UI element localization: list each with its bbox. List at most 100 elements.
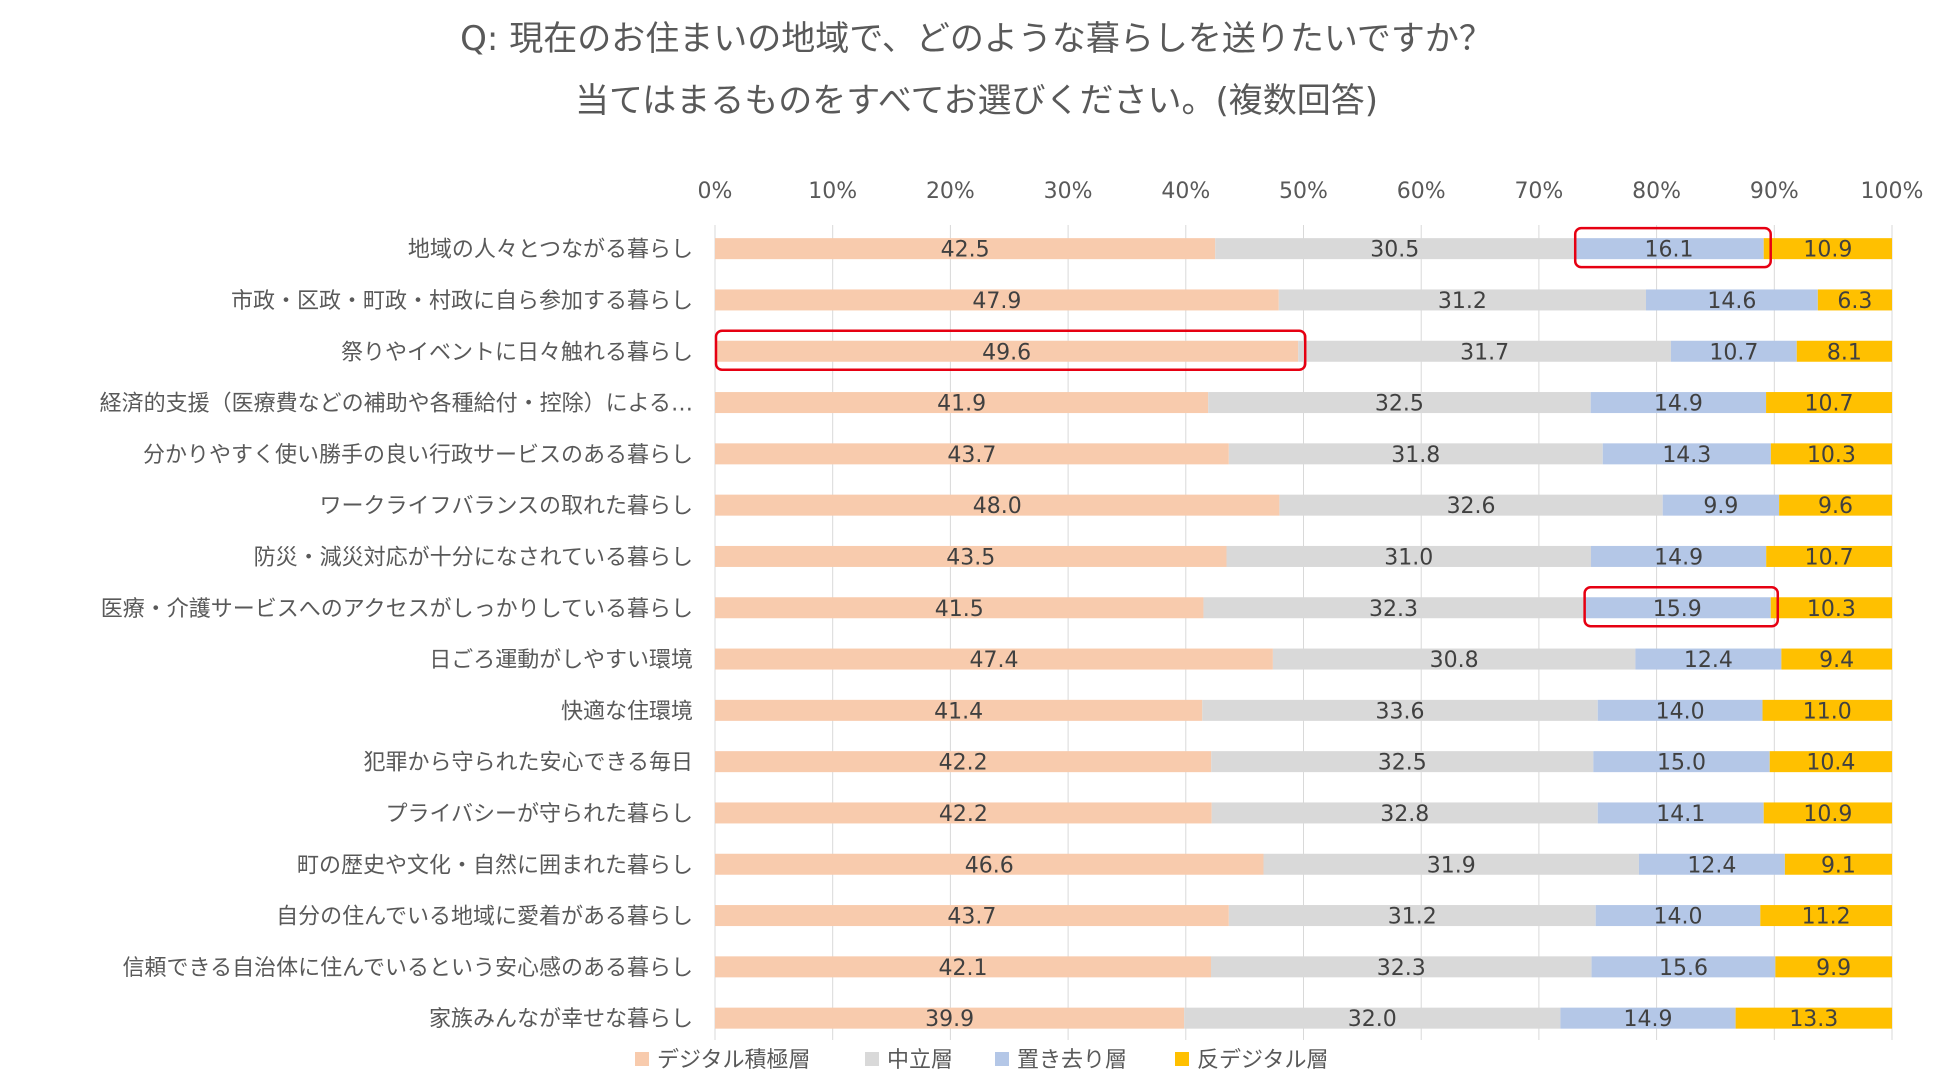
data-label: 46.6 <box>965 853 1014 878</box>
data-label: 14.9 <box>1654 545 1703 570</box>
data-label: 14.0 <box>1654 905 1703 930</box>
data-label: 10.3 <box>1807 597 1856 622</box>
data-label: 8.1 <box>1827 340 1862 365</box>
category-label: 犯罪から守られた安心できる毎日 <box>363 751 693 776</box>
bar-segment <box>1226 545 1591 567</box>
data-label: 30.5 <box>1370 238 1419 263</box>
data-label: 10.7 <box>1805 545 1854 570</box>
data-label: 14.9 <box>1654 392 1703 417</box>
data-label: 14.9 <box>1624 1007 1673 1032</box>
data-label: 14.3 <box>1662 443 1711 468</box>
data-label: 42.2 <box>939 802 988 827</box>
bar-segment <box>715 802 1212 824</box>
category-label: 日ごろ運動がしやすい環境 <box>429 648 693 673</box>
category-label: 市政・区政・町政・村政に自ら参加する暮らし <box>231 289 693 314</box>
bar-segment <box>1762 699 1892 721</box>
bar-segment <box>1184 1007 1561 1029</box>
data-label: 41.4 <box>934 699 983 724</box>
bar-segment <box>1760 905 1892 927</box>
bar-segment <box>1593 751 1770 773</box>
data-label: 42.2 <box>939 751 988 776</box>
highlight-box <box>1583 586 1780 628</box>
category-label: 快適な住環境 <box>561 699 693 724</box>
bar-segment <box>1203 597 1584 619</box>
legend-swatch <box>1175 1052 1189 1066</box>
x-tick-label: 10% <box>808 179 857 204</box>
data-label: 12.4 <box>1684 648 1733 673</box>
bar-segment <box>1796 340 1892 362</box>
highlight-boxes <box>714 226 1780 628</box>
data-label: 31.8 <box>1391 443 1440 468</box>
bars <box>715 238 1892 1029</box>
legend-label: 置き去り層 <box>1017 1048 1127 1073</box>
category-label: 医療・介護サービスへのアクセスがしっかりしている暮らし <box>101 597 693 622</box>
data-label: 42.1 <box>939 956 988 981</box>
data-label: 15.0 <box>1657 751 1706 776</box>
bar-segment <box>715 494 1280 516</box>
data-label: 47.4 <box>969 648 1018 673</box>
legend-swatch <box>635 1052 649 1066</box>
bar-segment <box>1635 648 1782 670</box>
category-label: 家族みんなが幸せな暮らし <box>429 1007 693 1032</box>
x-tick-label: 50% <box>1279 179 1328 204</box>
data-labels: 42.5 30.5 16.1 10.9 47.9 31.2 14.6 6.3 49.6 31.7 1… <box>925 238 1872 1033</box>
x-tick-label: 0% <box>698 179 733 204</box>
data-label: 10.7 <box>1805 392 1854 417</box>
data-label: 6.3 <box>1837 289 1872 314</box>
bar-segment <box>1670 340 1797 362</box>
data-label: 9.1 <box>1821 853 1856 878</box>
data-label: 47.9 <box>972 289 1021 314</box>
bar-segment <box>715 289 1279 311</box>
data-label: 10.9 <box>1803 238 1852 263</box>
bar-segment <box>1560 1007 1736 1029</box>
bar-segment <box>1211 802 1598 824</box>
data-label: 32.8 <box>1380 802 1429 827</box>
bar-segment <box>1211 956 1592 978</box>
bar-segment <box>1817 289 1892 311</box>
bar-segment <box>715 905 1229 927</box>
data-label: 9.9 <box>1703 494 1738 519</box>
category-label: 分かりやすく使い勝手の良い行政サービスのある暮らし <box>143 443 693 468</box>
bar-segment <box>715 238 1216 260</box>
category-label: 自分の住んでいる地域に愛着がある暮らし <box>276 905 693 930</box>
bar-segment <box>715 597 1204 619</box>
bar-segment <box>1263 853 1639 875</box>
data-label: 9.6 <box>1818 494 1853 519</box>
category-label: 経済的支援（医療費などの補助や各種給付・控除）による… <box>100 392 693 417</box>
bar-segment <box>1591 956 1776 978</box>
data-label: 31.7 <box>1460 340 1509 365</box>
category-label: 防災・減災対応が十分になされている暮らし <box>254 545 693 570</box>
bar-segment <box>1228 905 1596 927</box>
bar-segment <box>1770 443 1892 465</box>
bar-segment <box>1784 853 1892 875</box>
data-label: 16.1 <box>1644 238 1693 263</box>
bar-segment <box>1595 905 1761 927</box>
category-label: 信頼できる自治体に住んでいるという安心感のある暮らし <box>123 956 693 981</box>
bar-segment <box>1279 494 1663 516</box>
bar-segment <box>715 648 1273 670</box>
highlight-box <box>714 329 1307 371</box>
bar-segment <box>1646 289 1818 311</box>
bar-segment <box>1766 545 1892 567</box>
bar-segment <box>715 751 1212 773</box>
bar-segment <box>1574 238 1764 260</box>
bar-segment <box>1298 340 1671 362</box>
bar-segment <box>715 956 1212 978</box>
data-label: 32.5 <box>1378 751 1427 776</box>
category-label: 町の歴史や文化・自然に囲まれた暮らし <box>297 853 693 878</box>
legend-label: 反デジタル層 <box>1197 1048 1329 1073</box>
bar-segment <box>1769 751 1892 773</box>
chart-title: Q: 現在のお住まいの地域で、どのような暮らしを送りたいですか？ 当てはまるもの… <box>0 8 1953 132</box>
data-label: 32.3 <box>1369 597 1418 622</box>
data-label: 31.0 <box>1384 545 1433 570</box>
data-label: 12.4 <box>1687 853 1736 878</box>
data-label: 33.6 <box>1376 699 1425 724</box>
data-label: 49.6 <box>982 340 1031 365</box>
highlight-box <box>1573 226 1772 269</box>
data-label: 32.3 <box>1377 956 1426 981</box>
data-label: 31.9 <box>1427 853 1476 878</box>
bar-segment <box>1597 699 1763 721</box>
data-label: 14.6 <box>1707 289 1756 314</box>
data-label: 30.8 <box>1430 648 1479 673</box>
